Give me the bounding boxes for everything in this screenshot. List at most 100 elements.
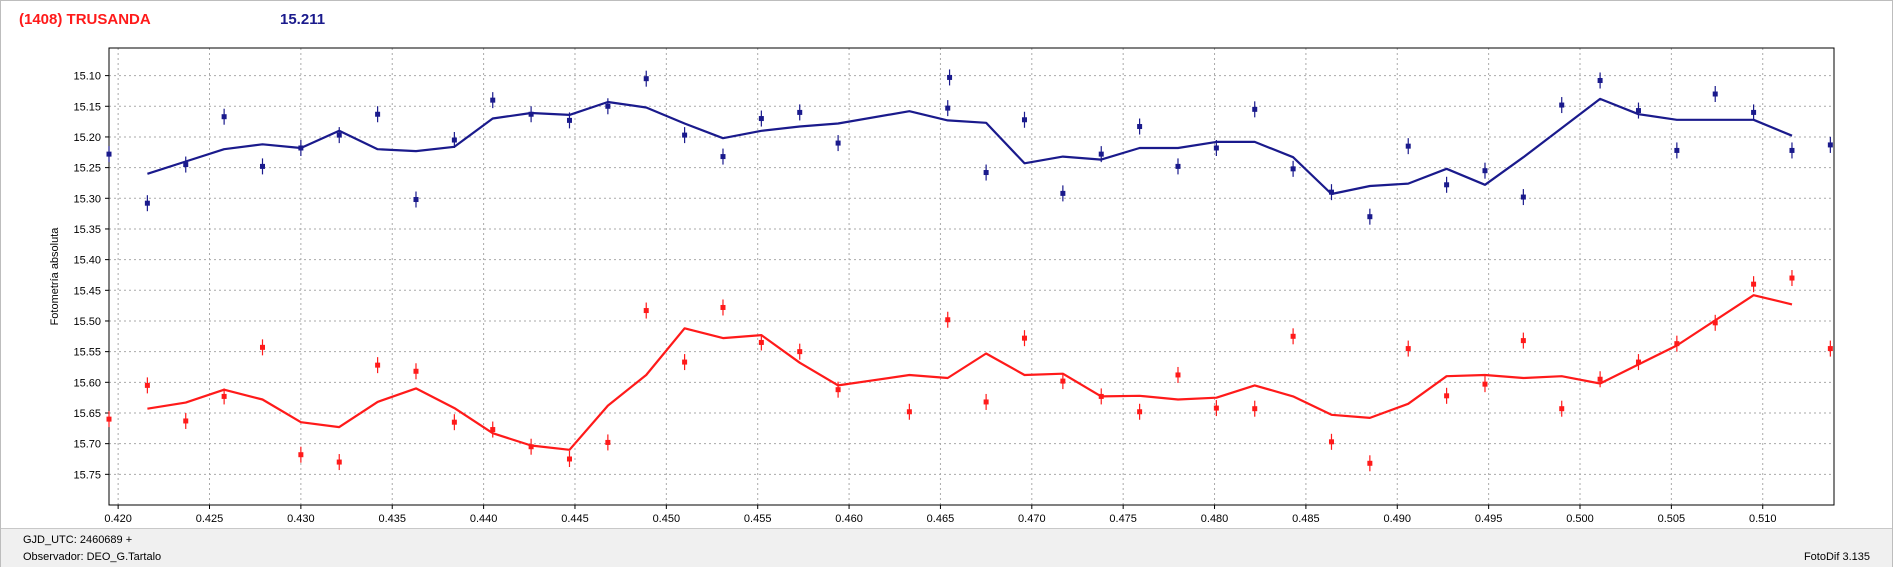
x-tick-label: 0.430: [287, 513, 315, 525]
data-point: [1827, 340, 1833, 357]
data-point: [720, 299, 726, 316]
data-point: [682, 127, 688, 144]
data-point: [758, 334, 764, 351]
data-point: [1444, 176, 1450, 193]
point-marker: [1060, 378, 1066, 384]
x-tick-label: 0.475: [1109, 513, 1137, 525]
data-point: [1213, 139, 1219, 156]
data-point: [183, 412, 189, 429]
data-point: [1405, 340, 1411, 357]
y-tick-label: 15.30: [73, 193, 101, 205]
x-tick-label: 0.435: [378, 513, 406, 525]
data-point: [490, 92, 496, 109]
x-tick-label: 0.480: [1201, 513, 1229, 525]
data-point: [1175, 366, 1181, 383]
gjd-label: GJD_UTC: 2460689 +: [23, 534, 133, 546]
data-point: [1175, 158, 1181, 175]
data-point: [605, 434, 611, 451]
data-point: [336, 454, 342, 471]
point-marker: [1098, 151, 1104, 157]
point-marker: [720, 304, 726, 310]
data-point: [1751, 104, 1757, 121]
point-marker: [1827, 142, 1833, 148]
point-marker: [1213, 145, 1219, 151]
point-marker: [375, 111, 381, 117]
x-tick-label: 0.470: [1018, 513, 1046, 525]
point-marker: [375, 362, 381, 368]
data-point: [1597, 72, 1603, 89]
data-point: [413, 363, 419, 380]
data-point: [1789, 142, 1795, 159]
y-tick-label: 15.70: [73, 439, 101, 451]
version-label: FotoDif 3.135: [1803, 551, 1870, 563]
point-marker: [298, 452, 304, 458]
point-marker: [1213, 405, 1219, 411]
point-marker: [1137, 124, 1143, 130]
observer-label: Observador: DEO_G.Tartalo: [23, 551, 162, 563]
data-point: [1328, 184, 1334, 201]
point-marker: [906, 409, 912, 415]
x-tick-label: 0.455: [744, 513, 772, 525]
data-point: [259, 339, 265, 356]
point-marker: [983, 170, 989, 176]
y-tick-label: 15.40: [73, 255, 101, 267]
data-point: [605, 98, 611, 115]
data-point: [947, 69, 953, 86]
data-point: [1290, 328, 1296, 345]
point-marker: [682, 359, 688, 365]
data-point: [1060, 185, 1066, 202]
data-point: [1444, 387, 1450, 404]
axis-ticks: 0.420 0.425 0.430 0.435 0.440 0.445 0.450 0.455…: [73, 71, 1776, 525]
point-marker: [1597, 78, 1603, 84]
point-marker: [605, 103, 611, 109]
point-marker: [1635, 108, 1641, 114]
point-marker: [566, 456, 572, 462]
object-title: (1408) TRUSANDA: [19, 11, 151, 28]
data-point: [1559, 400, 1565, 417]
x-tick-label: 0.460: [835, 513, 863, 525]
point-marker: [183, 162, 189, 168]
point-marker: [336, 459, 342, 465]
point-marker: [1674, 147, 1680, 153]
data-point: [144, 195, 150, 212]
data-point: [835, 135, 841, 152]
point-marker: [720, 154, 726, 160]
data-point: [451, 414, 457, 431]
data-point: [643, 302, 649, 319]
point-marker: [221, 393, 227, 399]
point-marker: [1597, 376, 1603, 382]
point-marker: [1405, 346, 1411, 352]
reference-magnitude: 15.211: [280, 11, 326, 28]
point-marker: [1252, 106, 1258, 112]
data-point: [1520, 189, 1526, 206]
x-tick-label: 0.510: [1749, 513, 1777, 525]
point-marker: [1021, 117, 1027, 123]
x-tick-label: 0.495: [1475, 513, 1503, 525]
point-marker: [1827, 346, 1833, 352]
data-point: [906, 403, 912, 420]
point-marker: [758, 339, 764, 345]
data-point: [1405, 138, 1411, 155]
point-marker: [1712, 91, 1718, 97]
point-marker: [336, 132, 342, 138]
series-1-line: [147, 97, 1793, 196]
point-marker: [983, 399, 989, 405]
data-point: [1635, 354, 1641, 371]
y-tick-label: 15.25: [73, 163, 101, 175]
data-point: [758, 110, 764, 127]
y-tick-label: 15.35: [73, 224, 101, 236]
point-marker: [758, 116, 764, 122]
point-marker: [1751, 109, 1757, 115]
point-marker: [1751, 281, 1757, 287]
point-marker: [528, 444, 534, 450]
point-marker: [1482, 381, 1488, 387]
y-tick-label: 15.75: [73, 469, 101, 481]
point-marker: [643, 308, 649, 314]
point-marker: [106, 151, 112, 157]
data-point: [1367, 208, 1373, 225]
x-tick-label: 0.425: [196, 513, 224, 525]
lightcurve-plot: 0.420 0.425 0.430 0.435 0.440 0.445 0.450 0.455…: [49, 47, 1835, 525]
point-marker: [1559, 406, 1565, 412]
data-point: [221, 108, 227, 125]
x-tick-label: 0.450: [653, 513, 681, 525]
